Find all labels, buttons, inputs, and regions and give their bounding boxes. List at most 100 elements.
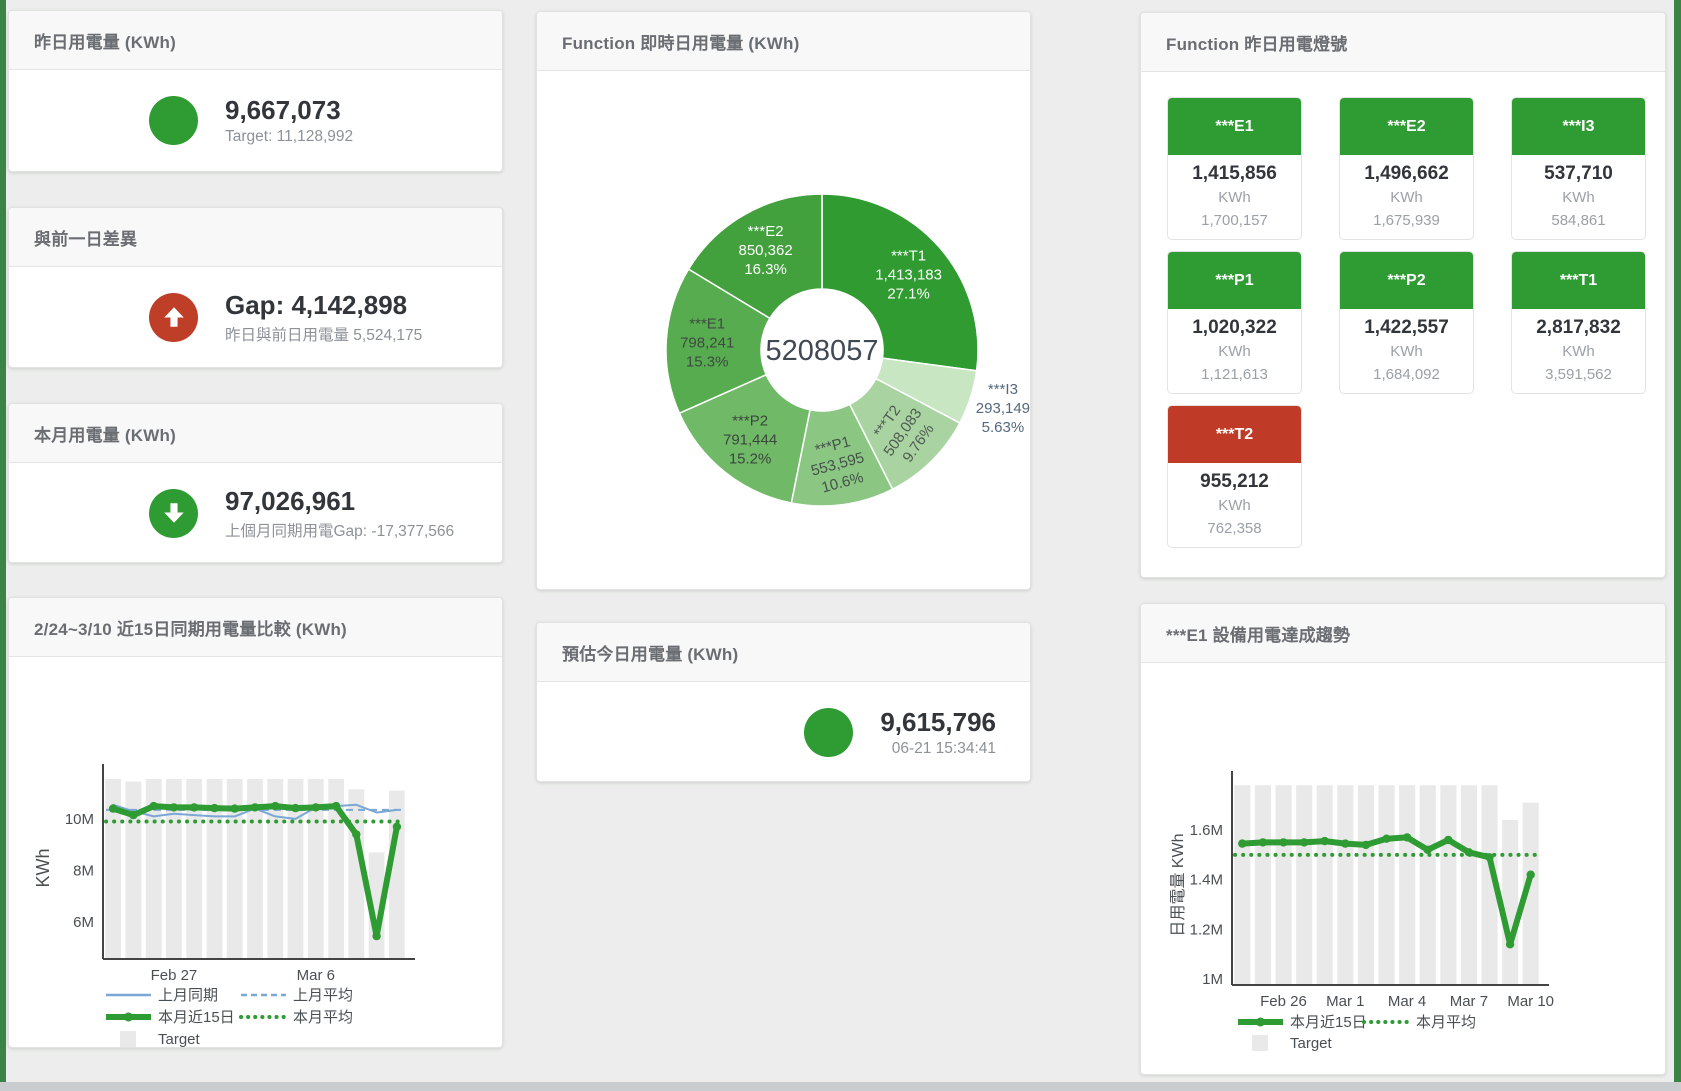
target-bar <box>287 779 304 959</box>
target-bar <box>307 779 324 959</box>
card-gap-previous-day: 與前一日差異 Gap: 4,142,898 昨日與前日用電量 5,524,175 <box>8 207 503 368</box>
data-point <box>1258 838 1268 847</box>
slice-label-line: 850,362 <box>738 242 792 259</box>
tile-target-value: 762,358 <box>1207 520 1262 537</box>
target-bar <box>166 779 182 959</box>
legend-item[interactable]: 本月平均 <box>239 1009 353 1026</box>
slice-label-line: ***T1 <box>891 247 926 264</box>
legend-item[interactable]: Target <box>120 1031 201 1048</box>
donut-label-P2: ***P2 791,444 15.2% <box>723 413 777 468</box>
card-body: 1M 1.2M 1.4M 1.6M Feb 26 Mar 1 Mar 4 Mar 7 Mar 1… <box>1141 663 1665 1077</box>
card-header: 本月用電量 (KWh) <box>9 404 502 463</box>
tile-label: ***T2 <box>1168 406 1301 463</box>
slice-label-line: 5.63% <box>982 419 1025 436</box>
target-bar <box>186 779 203 959</box>
tile-target-value: 584,861 <box>1551 212 1606 229</box>
slice-label-line: 15.2% <box>729 451 772 468</box>
card-header: Function 昨日用電燈號 <box>1141 13 1665 72</box>
data-point <box>1279 838 1288 847</box>
legend-item[interactable]: 本月近15日 <box>1238 1014 1367 1031</box>
target-bar <box>368 852 385 959</box>
card-title: 與前一日差異 <box>34 229 138 249</box>
card-month-usage: 本月用電量 (KWh) 97,026,961 上個月同期用電Gap: -17,3… <box>8 403 503 563</box>
slice-label-line: 791,444 <box>723 432 777 449</box>
legend-item[interactable]: 本月近15日 <box>106 1009 235 1026</box>
slice-label-line: 293,149 <box>976 400 1030 417</box>
data-point <box>1361 840 1371 850</box>
legend-swatch-dot <box>124 1012 133 1022</box>
status-tile-P2: ***P2 1,422,557 KWh 1,684,092 <box>1339 251 1474 394</box>
card-e1-trend: ***E1 設備用電達成趨勢 1M 1.2M 1.4M 1.6M Feb 26 Mar 1… <box>1140 603 1666 1075</box>
target-bar <box>267 779 284 959</box>
legend-label: 本月平均 <box>1416 1014 1476 1031</box>
arrow-up-glyph <box>163 307 184 327</box>
card-header: 2/24~3/10 近15日同期用電量比較 (KWh) <box>9 598 502 657</box>
status-tile-E1: ***E1 1,415,856 KWh 1,700,157 <box>1167 97 1302 240</box>
tile-label: ***I3 <box>1512 98 1645 155</box>
legend-item[interactable]: Target <box>1252 1035 1333 1052</box>
slice-label-line: 16.3% <box>744 261 787 278</box>
tile-value: 1,415,856 <box>1192 163 1277 184</box>
slice-label-line: ***P2 <box>732 413 768 430</box>
card-realtime-usage-donut: Function 即時日用電量 (KWh) ***T1 1,413,183 27.1… <box>536 11 1031 590</box>
arrow-down-icon <box>149 488 198 538</box>
x-tick-label: Mar 4 <box>1388 993 1426 1010</box>
horizontal-scrollbar[interactable] <box>0 1082 1681 1091</box>
card-title: 本月用電量 (KWh) <box>34 425 176 445</box>
target-bar <box>328 779 344 959</box>
stat-value: 9,667,073 <box>225 94 341 125</box>
target-bar <box>1399 785 1416 985</box>
target-bar <box>1481 785 1498 985</box>
card-body: 97,026,961 上個月同期用電Gap: -17,377,566 <box>9 463 502 563</box>
tile-label: ***E2 <box>1340 98 1473 155</box>
target-bar <box>1357 785 1374 985</box>
card-body: Gap: 4,142,898 昨日與前日用電量 5,524,175 <box>9 267 502 367</box>
page-right-edge <box>1674 0 1681 1082</box>
x-tick-label: Mar 7 <box>1450 993 1488 1010</box>
card-15day-comparison: 2/24~3/10 近15日同期用電量比較 (KWh) 6M 8M 10M Feb 2… <box>8 597 503 1048</box>
status-tile-T2: ***T2 955,212 KWh 762,358 <box>1167 405 1302 548</box>
data-point <box>1423 845 1432 854</box>
slice-label-line: ***E1 <box>689 316 725 333</box>
legend-label: 上月同期 <box>158 987 218 1004</box>
donut-slice-E2 <box>687 193 823 320</box>
data-point <box>1526 870 1535 879</box>
data-point <box>230 804 239 813</box>
data-point <box>1299 838 1309 847</box>
stat-value: Gap: 4,142,898 <box>225 289 408 320</box>
slice-label-line: 1,413,183 <box>875 266 942 283</box>
data-point <box>1382 834 1391 843</box>
y-tick-label: 6M <box>73 914 94 931</box>
data-point <box>190 803 199 812</box>
target-bar <box>1440 785 1457 985</box>
legend-label: 本月平均 <box>293 1009 353 1026</box>
y-tick-label: 1.6M <box>1190 822 1223 839</box>
legend-label: 本月近15日 <box>1290 1014 1367 1031</box>
target-bar <box>1234 785 1251 985</box>
target-bar <box>1296 785 1313 985</box>
target-bar <box>206 779 223 959</box>
data-point <box>271 801 280 811</box>
target-bar <box>1254 785 1271 985</box>
target-bar <box>1275 785 1292 985</box>
tile-unit: KWh <box>1562 189 1595 206</box>
data-point <box>291 803 300 813</box>
legend-label: Target <box>1290 1035 1333 1052</box>
tile-target-value: 3,591,562 <box>1545 366 1612 383</box>
card-body: ***T1 1,413,183 27.1% ***I3 293,149 5.63% ***T… <box>537 71 1030 592</box>
data-point <box>352 830 361 839</box>
legend-item[interactable]: 本月平均 <box>1362 1014 1476 1031</box>
target-bar <box>1316 785 1333 985</box>
tile-value: 1,020,322 <box>1192 317 1277 338</box>
card-header: 昨日用電量 (KWh) <box>9 11 502 70</box>
data-point <box>169 803 179 812</box>
data-point <box>311 803 320 812</box>
legend-item[interactable]: 上月同期 <box>106 987 218 1004</box>
target-bar <box>125 781 142 959</box>
arrow-up-icon <box>149 292 198 342</box>
donut-slice-E1 <box>665 268 771 415</box>
data-point <box>1238 839 1247 848</box>
target-bar <box>1378 785 1395 985</box>
legend-item[interactable]: 上月平均 <box>241 987 353 1004</box>
